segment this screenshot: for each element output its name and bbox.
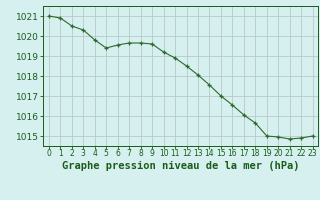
X-axis label: Graphe pression niveau de la mer (hPa): Graphe pression niveau de la mer (hPa) <box>62 161 300 171</box>
